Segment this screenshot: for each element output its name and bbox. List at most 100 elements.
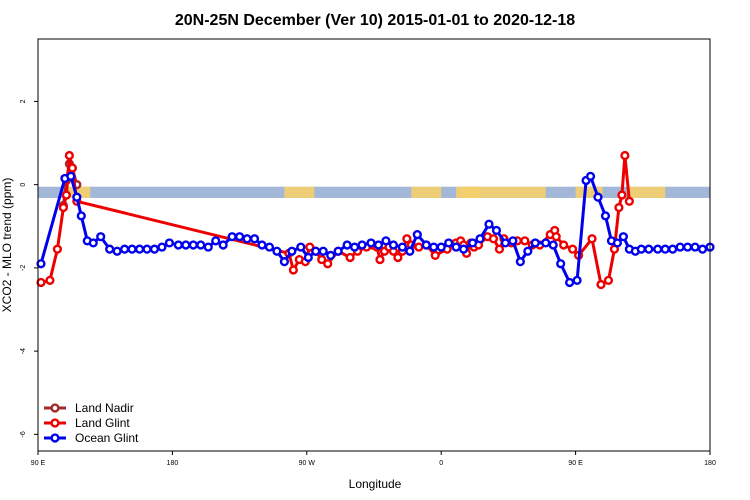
data-point (523, 246, 533, 256)
data-point (342, 240, 352, 250)
data-point (675, 242, 685, 252)
y-tick-label: -4 (20, 348, 27, 354)
data-point (414, 242, 424, 252)
data-point (467, 238, 478, 248)
y-tick-label: 0 (20, 183, 27, 187)
data-point (326, 250, 336, 261)
y-tick-label: -6 (20, 431, 27, 437)
data-point (311, 246, 321, 256)
x-tick-label: 90 E (31, 460, 46, 467)
data-point (551, 232, 561, 242)
data-point (636, 244, 646, 254)
data-point (305, 242, 315, 252)
data-point (157, 242, 167, 252)
series-line (40, 154, 631, 286)
land-segment (629, 186, 666, 198)
data-point (76, 211, 86, 221)
data-point (203, 242, 213, 252)
legend-label: Ocean Glint (75, 431, 139, 445)
data-point (660, 244, 670, 254)
data-point (541, 238, 551, 248)
data-point (272, 246, 282, 256)
data-point (357, 240, 367, 250)
x-tick-label: 180 (704, 460, 716, 467)
data-point (36, 259, 46, 269)
data-point (333, 246, 343, 256)
data-point (317, 254, 327, 265)
data-point (142, 244, 152, 254)
legend-label: Land Glint (75, 416, 130, 430)
data-point (596, 279, 606, 290)
series-land-glint (36, 150, 634, 290)
data-point (556, 259, 566, 269)
data-point (690, 242, 700, 252)
data-point (218, 240, 228, 250)
data-point (120, 244, 130, 254)
data-point (61, 190, 71, 200)
land-segment (64, 186, 91, 198)
data-point (288, 265, 298, 275)
data-point (88, 238, 98, 248)
land-segment (456, 186, 546, 198)
data-point (436, 242, 446, 252)
data-point (393, 252, 403, 263)
data-point (587, 234, 597, 244)
data-point (548, 240, 558, 250)
data-point (412, 229, 422, 240)
data-point (249, 234, 260, 244)
data-point (530, 238, 540, 248)
data-point (508, 236, 518, 246)
data-point (36, 277, 46, 288)
data-point (72, 192, 82, 202)
data-point (345, 252, 355, 263)
data-point (349, 242, 360, 252)
data-point (227, 232, 237, 242)
data-point (421, 240, 431, 250)
legend-item: Ocean Glint (44, 431, 139, 445)
data-point (405, 246, 415, 256)
data-point (196, 240, 206, 250)
data-point (242, 234, 252, 244)
legend-item: Land Nadir (44, 401, 134, 415)
x-tick-label: 90 W (299, 460, 316, 467)
data-point (52, 244, 63, 254)
data-point (612, 238, 623, 248)
data-point (318, 246, 328, 256)
plot-area (36, 150, 715, 290)
data-point (565, 277, 575, 288)
data-point (323, 259, 333, 269)
data-point (45, 275, 55, 285)
data-point (475, 234, 485, 244)
data-point (127, 244, 137, 254)
data-point (402, 234, 412, 244)
data-point (112, 246, 122, 256)
data-point (559, 240, 569, 250)
y-axis-label: XCO2 - MLO trend (ppm) (0, 178, 14, 313)
data-point (373, 240, 384, 250)
x-axis-label: Longitude (349, 477, 402, 491)
data-point (620, 150, 630, 161)
data-point (181, 240, 191, 250)
data-point (568, 244, 578, 254)
data-point (287, 246, 297, 256)
data-point (279, 257, 290, 267)
land-segment (411, 186, 442, 198)
data-point (572, 275, 582, 285)
data-point (491, 225, 502, 236)
data-point (188, 240, 198, 250)
data-point (459, 244, 469, 254)
data-point (644, 244, 654, 254)
data-point (67, 163, 77, 173)
data-point (451, 242, 461, 252)
data-point (682, 242, 693, 252)
data-point (515, 257, 525, 267)
data-point (375, 254, 385, 265)
land-segment (575, 186, 603, 198)
data-point (366, 238, 376, 248)
data-point (494, 244, 505, 254)
legend-swatch-marker (50, 403, 60, 413)
x-axis: 90 E 180 90 W 0 90 E 180 (31, 451, 716, 467)
data-point (164, 238, 175, 248)
